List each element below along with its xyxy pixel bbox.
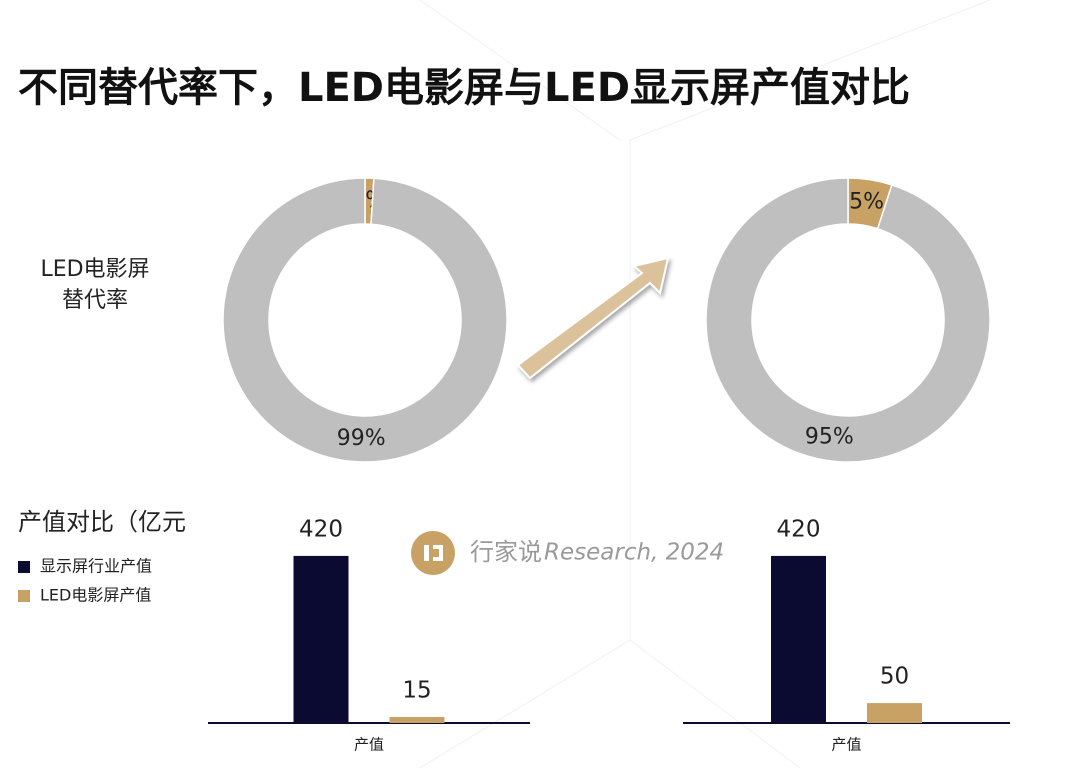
side-label: LED电影屏 [40,257,149,282]
watermark-logo [411,531,455,575]
legend-swatch [18,561,30,573]
title: 不同替代率下，LED电影屏与LED显示屏产值对比 [18,65,910,111]
watermark-text: Research, 2024 [544,540,724,566]
value-label: 5% [849,189,884,214]
bar [389,717,445,723]
x-tick-label: 产值 [354,736,384,754]
side-label: 替代率 [62,288,128,313]
value-label: 420 [299,516,343,542]
legend-label: 显示屏行业产值 [40,557,152,576]
watermark-text: 行家说 [470,538,542,566]
legend-title: 产值对比（亿元 [18,508,186,536]
value-label: 95% [805,425,854,450]
x-tick-label: 产值 [831,736,861,754]
background-lines [419,0,991,768]
arrow [516,256,670,380]
bar [771,555,826,723]
donut-slice [705,177,991,463]
bar [867,703,922,723]
donut-slice [222,177,508,463]
value-label: 420 [777,516,821,542]
legend-swatch [18,590,30,602]
watermark-logo-mark [424,545,443,561]
value-label: 15 [402,678,431,704]
value-label: 99% [337,426,386,451]
legend-label: LED电影屏产值 [40,586,151,605]
watermark: 行家说 Research, 2024 [411,531,724,575]
value-label: 50 [880,664,909,690]
bar [293,555,349,723]
